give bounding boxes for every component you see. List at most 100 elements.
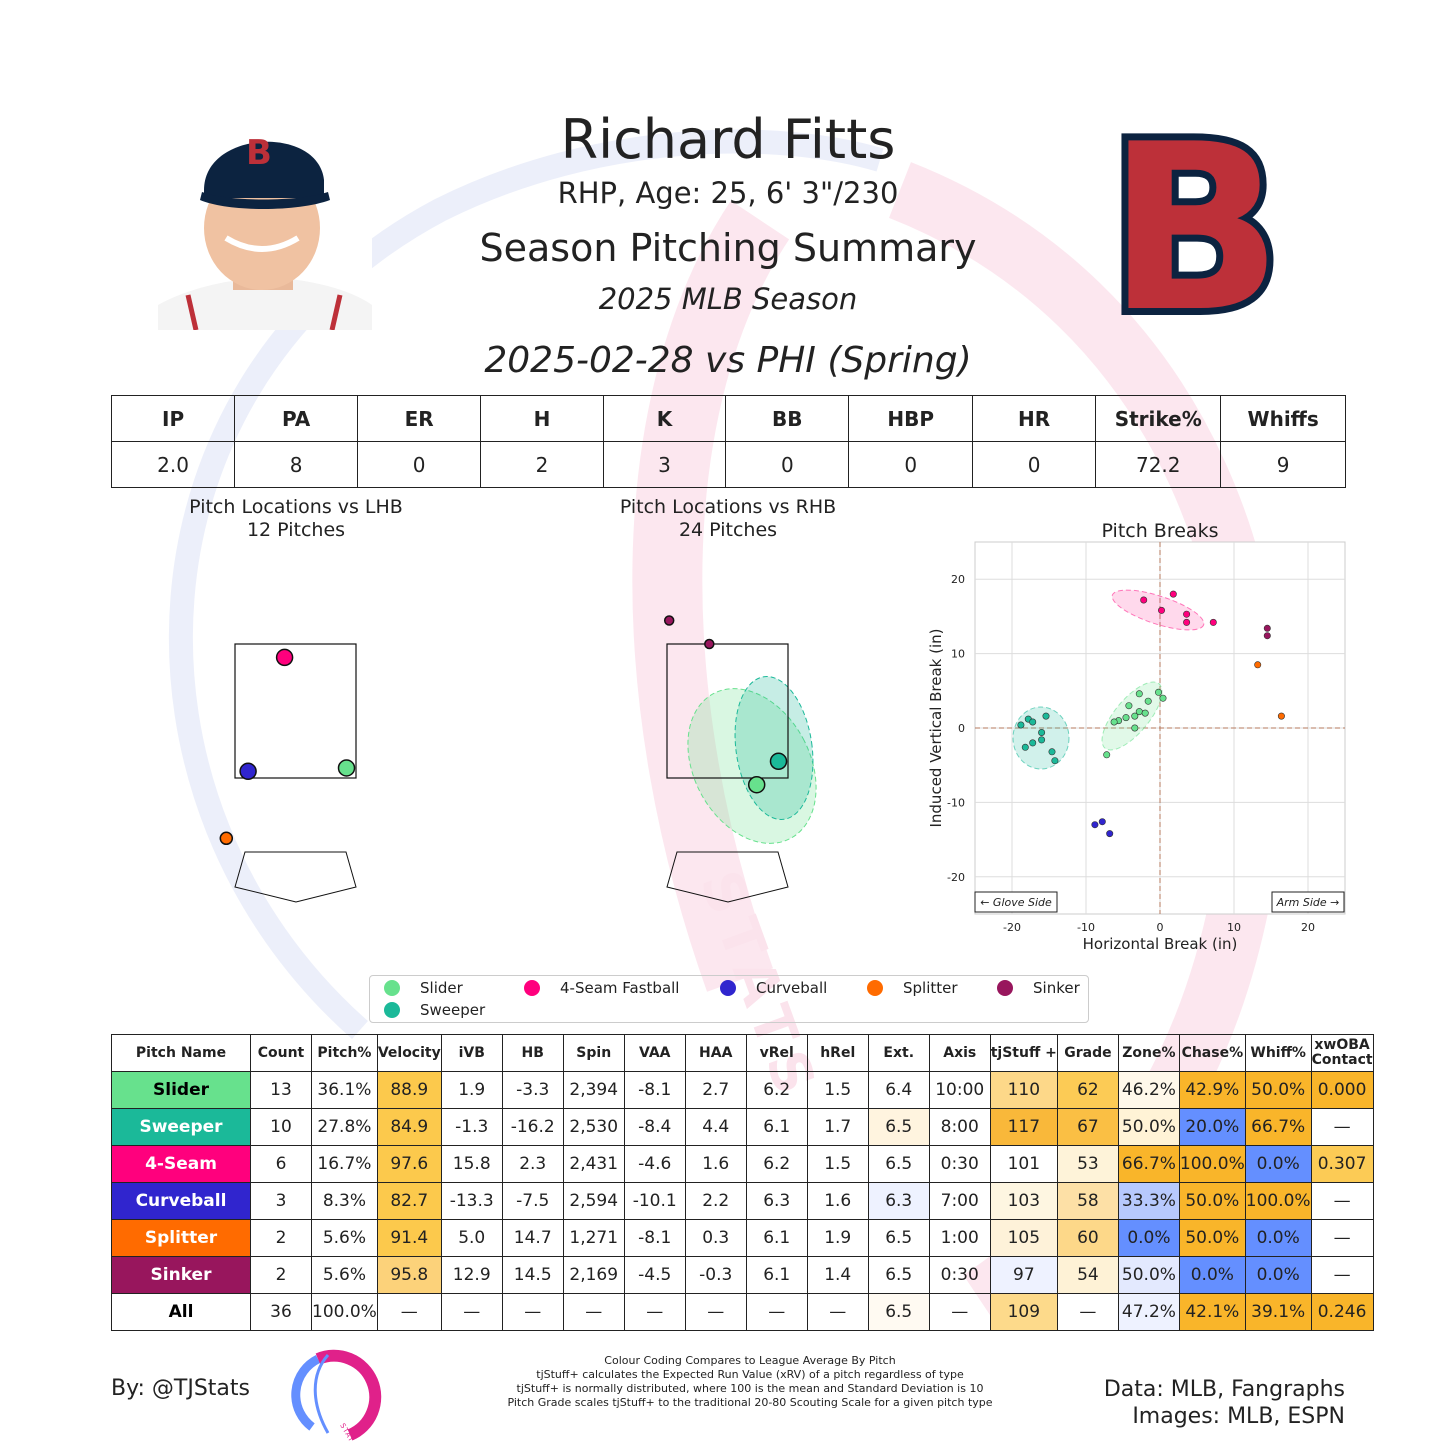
pitch-table-header-cell: tjStuff + (989, 1034, 1058, 1072)
tjstats-logo: STATS (291, 1349, 382, 1441)
pitch-metric-cell: 82.7 (376, 1182, 442, 1220)
pitch-metric-cell: 46.2% (1117, 1071, 1180, 1109)
pitch-breaks-plot: Pitch Breaks -20 -10 0 10 20 20 10 0 -10 -20 ← Gl… (927, 520, 1346, 953)
stat-header: K (602, 395, 727, 442)
pitch-metric-cell: 0.0% (1244, 1219, 1312, 1257)
pitch-metric-cell: 105 (989, 1219, 1058, 1257)
pitch-table-header-cell: VAA (623, 1034, 686, 1072)
pitch-metric-cell: — (501, 1293, 564, 1331)
pitch-metric-cell: 1.7 (806, 1108, 869, 1146)
x-tick-label: 0 (1157, 921, 1164, 934)
pitch-metric-cell: 14.7 (501, 1219, 564, 1257)
stat-value: 8 (234, 441, 359, 488)
pitch-table-row: Splitter 2 5.6% 91.4 5.0 14.7 1,271 -8.1 0.3 6.1 1… (111, 1219, 1374, 1257)
slider-density (687, 688, 817, 844)
pitch-metric-cell: 15.8 (440, 1145, 503, 1183)
stat-value: 9 (1220, 441, 1346, 488)
pitch-name-cell: Sweeper (111, 1108, 251, 1146)
pitch-metric-cell: 50.0% (1178, 1219, 1246, 1257)
pitch-table-header-cell: hRel (806, 1034, 869, 1072)
break-point (1029, 739, 1037, 747)
stat-value: 0 (357, 441, 482, 488)
pitch-legend: Slider 4-Seam Fastball Curveball Splitte… (369, 975, 1089, 1023)
pitch-metric-cell: 6.2 (745, 1071, 808, 1109)
y-axis-label: Induced Vertical Break (in) (927, 628, 945, 827)
stat-value-row: 2.0 8 0 2 3 0 0 0 72.2 9 (110, 441, 1346, 488)
break-plot-title: Pitch Breaks (1102, 520, 1219, 542)
break-point (1254, 661, 1262, 669)
pitch-table-header-cell: Spin (562, 1034, 625, 1072)
data-source: Data: MLB, Fangraphs (1103, 1377, 1345, 1402)
pitch-metric-cell: 100.0% (311, 1293, 378, 1331)
stat-value: 2 (480, 441, 604, 488)
pitch-metric-cell: 0.0% (1117, 1219, 1180, 1257)
break-point (1017, 721, 1025, 729)
x-axis-label: Horizontal Break (in) (1083, 935, 1238, 953)
pitch-metric-cell: — (440, 1293, 503, 1331)
pitch-table-header-cell: Count (250, 1034, 312, 1072)
pitch-metric-cell: 0:30 (928, 1256, 991, 1294)
pitch-metric-cell: 0.307 (1310, 1145, 1374, 1183)
break-point (1106, 830, 1114, 838)
pitch-metric-cell: 50.0% (1117, 1256, 1180, 1294)
pitch-metric-cell: 66.7% (1117, 1145, 1180, 1183)
pitch-metric-cell: 5.0 (440, 1219, 503, 1257)
pitch-metric-cell: -16.2 (501, 1108, 564, 1146)
pitch-table-body: Slider 13 36.1% 88.9 1.9 -3.3 2,394 -8.1 2.7 6.2 1… (111, 1071, 1374, 1331)
pitch-metric-cell: 88.9 (376, 1071, 442, 1109)
break-point (1103, 751, 1111, 759)
pitch-metric-cell: 1,271 (562, 1219, 625, 1257)
pitch-metric-cell: 1.4 (806, 1256, 869, 1294)
pitch-name-cell: Sinker (111, 1256, 251, 1294)
legend-swatch (524, 980, 540, 996)
pitch-metric-cell: -8.4 (623, 1108, 686, 1146)
break-point (1144, 697, 1152, 705)
cap-logo: B (246, 133, 272, 173)
stat-value: 72.2 (1095, 441, 1222, 488)
break-point (1159, 694, 1167, 702)
pitch-metric-cell: -8.1 (623, 1219, 686, 1257)
pitch-metric-cell: 97.6 (376, 1145, 442, 1183)
legend-swatch (867, 980, 883, 996)
pitch-table-row: All 36 100.0% — — — — — — — —6.5—109—47.2% 42.1% 39.… (111, 1293, 1374, 1331)
pitch-metric-cell: 7:00 (928, 1182, 991, 1220)
pitch-metric-cell: 0.000 (1310, 1071, 1374, 1109)
pitch-metric-cell: — (928, 1293, 991, 1331)
pitch-metric-cell: 58 (1056, 1182, 1119, 1220)
footnote: Pitch Grade scales tjStuff+ to the tradi… (507, 1396, 993, 1409)
legend-label: 4-Seam Fastball (560, 979, 680, 997)
pitch-location-point (663, 615, 675, 626)
strike-zone (234, 643, 357, 779)
break-point (1122, 714, 1130, 722)
pitch-metric-cell: 0.3 (684, 1219, 747, 1257)
pitch-table-header-cell: Pitch Name (111, 1034, 251, 1072)
break-point (1183, 618, 1191, 626)
pitch-metric-cell: 0.0% (1178, 1256, 1246, 1294)
pitch-metric-cell: 2,394 (562, 1071, 625, 1109)
legend-label: Slider (420, 979, 463, 997)
stat-header: BB (725, 395, 850, 442)
pitch-metric-cell: 2.3 (501, 1145, 564, 1183)
strike-zone (666, 643, 789, 779)
legend-item-splitter: Splitter (867, 979, 958, 997)
break-point (1051, 757, 1059, 765)
y-tick-label: -10 (947, 796, 965, 809)
pitch-metric-cell: 1.9 (806, 1219, 869, 1257)
legend-item-four-seam: 4-Seam Fastball (524, 979, 679, 997)
pitch-metric-cell: 2 (250, 1219, 312, 1257)
break-point (1263, 624, 1271, 632)
stat-header-row: IP PA ER H K BB HBP HR Strike% Whiffs (110, 395, 1346, 442)
pitch-metric-cell: 14.5 (501, 1256, 564, 1294)
pitch-metric-cell: 10 (250, 1108, 312, 1146)
pitch-metric-cell: 1.5 (806, 1071, 869, 1109)
lhb-subtitle: 12 Pitches (246, 519, 346, 541)
pitch-metrics-table: Pitch Name Count Pitch% Velocity iVB HB Spin VA… (111, 1034, 1374, 1331)
stat-value: 3 (602, 441, 727, 488)
pitch-metric-cell: 110 (989, 1071, 1058, 1109)
pitch-table-header-cell: HB (501, 1034, 564, 1072)
x-tick-label: -10 (1077, 921, 1095, 934)
footnote: Colour Coding Compares to League Average… (604, 1354, 896, 1367)
break-point (1091, 821, 1099, 829)
pitch-metric-cell: 6.3 (867, 1182, 930, 1220)
pitch-metric-cell: 50.0% (1244, 1071, 1312, 1109)
